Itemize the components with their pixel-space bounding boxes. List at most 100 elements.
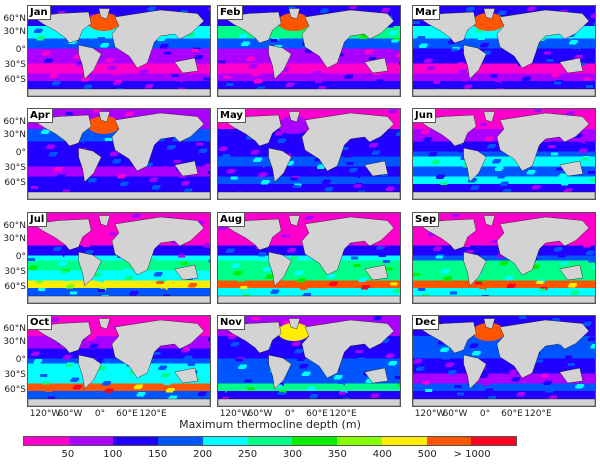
- depth-band: [218, 156, 400, 167]
- depth-cell: [277, 219, 285, 223]
- depth-cell: [541, 44, 549, 47]
- depth-band: [28, 48, 210, 54]
- depth-cell: [285, 162, 293, 166]
- depth-cell: [159, 45, 168, 49]
- continent-land: [111, 319, 205, 379]
- continent-land: [288, 8, 301, 20]
- depth-cell: [531, 266, 539, 269]
- north-atlantic-deep-region: [87, 116, 121, 134]
- depth-cell: [392, 368, 400, 372]
- depth-cell: [366, 216, 374, 220]
- depth-cell: [33, 360, 41, 364]
- depth-cell: [245, 136, 253, 140]
- depth-cell: [551, 241, 559, 244]
- continent-land: [364, 264, 389, 281]
- depth-cell: [431, 161, 439, 164]
- depth-band: [413, 53, 595, 64]
- depth-cell: [440, 270, 448, 274]
- depth-cell: [43, 138, 51, 142]
- depth-cell: [42, 381, 50, 385]
- depth-cell: [283, 76, 291, 80]
- depth-cell: [299, 365, 307, 369]
- depth-cell: [248, 65, 256, 69]
- depth-cell: [385, 188, 393, 191]
- depth-cell: [468, 179, 476, 183]
- depth-cell: [382, 260, 390, 263]
- depth-cell: [200, 237, 208, 240]
- depth-cell: [490, 74, 498, 78]
- depth-cell: [583, 77, 591, 81]
- depth-cell: [360, 365, 368, 368]
- depth-cell: [494, 247, 502, 251]
- depth-cell: [99, 375, 107, 378]
- antarctica-land: [218, 295, 400, 303]
- depth-cell: [285, 84, 293, 87]
- depth-cell: [422, 381, 430, 385]
- depth-cell: [268, 283, 276, 287]
- depth-band: [413, 156, 595, 167]
- depth-cell: [312, 72, 320, 76]
- depth-cell: [95, 29, 103, 33]
- depth-cell: [585, 252, 593, 255]
- depth-cell: [186, 112, 194, 116]
- month-label: Dec: [413, 316, 440, 330]
- map-panel-may: May: [217, 108, 401, 200]
- depth-band: [413, 363, 595, 374]
- depth-cell: [424, 60, 432, 63]
- depth-cell: [535, 359, 543, 363]
- depth-cell: [375, 158, 383, 161]
- depth-cell: [198, 150, 206, 153]
- depth-cell: [390, 282, 398, 286]
- lon-tick-label: 120°W: [414, 409, 446, 419]
- depth-cell: [155, 359, 163, 363]
- colorbar-tick-label: 200: [193, 449, 213, 460]
- colorbar-segment: [292, 437, 338, 445]
- depth-cell: [492, 160, 500, 164]
- depth-cell: [228, 257, 236, 261]
- depth-cell: [571, 49, 579, 52]
- depth-cell: [447, 371, 455, 375]
- depth-band: [28, 373, 210, 384]
- depth-cell: [487, 67, 495, 70]
- depth-cell: [167, 146, 175, 150]
- depth-cell: [587, 171, 595, 174]
- depth-cell: [97, 367, 105, 371]
- depth-cell: [218, 391, 226, 394]
- continent-land: [463, 44, 487, 80]
- continent-land: [78, 147, 102, 183]
- depth-cell: [275, 384, 283, 388]
- depth-cell: [72, 386, 81, 390]
- depth-cell: [287, 170, 295, 173]
- lat-tick-label: 30°S: [4, 267, 26, 277]
- depth-cell: [426, 146, 434, 149]
- depth-cell: [33, 273, 41, 276]
- continent-land: [111, 216, 205, 276]
- lon-tick-label: 120°W: [219, 409, 251, 419]
- depth-cell: [31, 353, 39, 356]
- map-panel-dec: Dec: [412, 315, 596, 407]
- month-label: Nov: [218, 316, 245, 330]
- depth-cell: [70, 379, 78, 382]
- depth-cell: [53, 168, 61, 172]
- depth-cell: [339, 61, 347, 64]
- depth-cell: [387, 275, 395, 278]
- lat-tick-label: 60°N: [3, 117, 26, 127]
- depth-cell: [178, 254, 186, 258]
- depth-cell: [587, 338, 595, 341]
- depth-cell: [90, 187, 98, 190]
- continent-land: [301, 319, 395, 379]
- depth-cell: [307, 57, 315, 61]
- depth-cell: [94, 360, 102, 363]
- depth-cell: [341, 68, 349, 72]
- depth-cell: [202, 323, 210, 326]
- continent-land: [483, 8, 496, 20]
- depth-cell: [105, 59, 113, 63]
- depth-cell: [51, 161, 59, 164]
- lon-tick-label: 120°E: [329, 409, 357, 419]
- depth-cell: [244, 379, 252, 383]
- depth-cell: [499, 183, 508, 186]
- depth-cell: [310, 65, 318, 68]
- depth-cell: [585, 330, 593, 334]
- depth-cell: [497, 12, 506, 15]
- depth-cell: [92, 352, 100, 356]
